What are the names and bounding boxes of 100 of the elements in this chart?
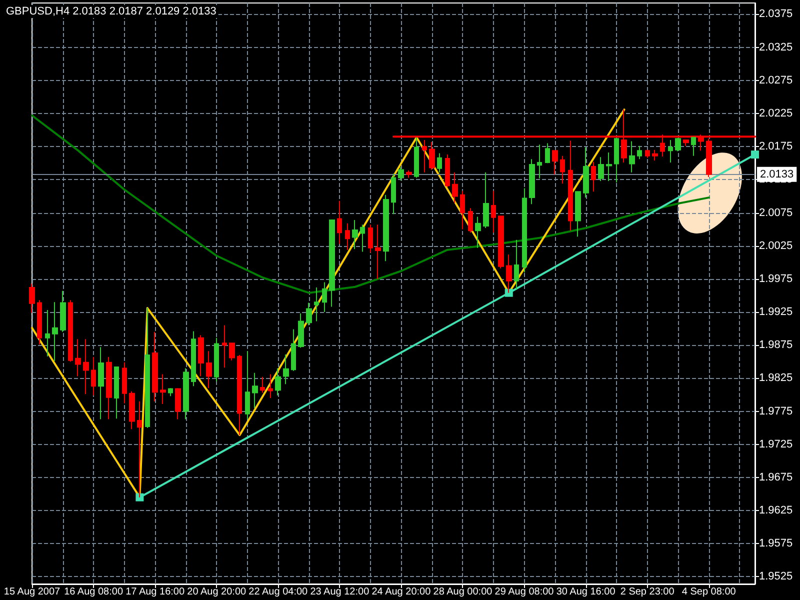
point bbox=[751, 150, 759, 159]
candlestick bbox=[537, 144, 542, 179]
y-tick-label: 2.0375 bbox=[759, 8, 793, 20]
candlestick bbox=[675, 137, 681, 152]
x-tick-label: 24 Aug 20:00 bbox=[372, 586, 432, 598]
candlestick bbox=[375, 224, 381, 280]
candlestick bbox=[575, 191, 581, 238]
candlestick bbox=[268, 374, 273, 399]
candlestick bbox=[598, 156, 604, 182]
candlestick bbox=[522, 188, 527, 273]
candlestick bbox=[145, 308, 150, 428]
candlestick bbox=[514, 239, 519, 290]
y-tick-label: 2.0175 bbox=[759, 140, 793, 153]
y-tick-label: 1.9675 bbox=[759, 471, 793, 484]
x-tick-label: 29 Aug 08:00 bbox=[494, 586, 554, 598]
x-tick-label: 17 Aug 16:00 bbox=[126, 586, 185, 598]
candlestick bbox=[245, 350, 250, 420]
candlestick bbox=[252, 372, 258, 408]
candlestick bbox=[83, 338, 89, 395]
y-tick-label: 1.9875 bbox=[759, 339, 793, 352]
candlestick bbox=[606, 152, 612, 182]
candlestick bbox=[198, 334, 204, 377]
candlestick bbox=[337, 200, 342, 244]
candlestick bbox=[191, 330, 196, 387]
y-tick-label: 1.9925 bbox=[759, 306, 793, 318]
candlestick bbox=[329, 220, 335, 308]
line-series bbox=[31, 114, 710, 294]
candlestick bbox=[345, 222, 350, 250]
candlestick bbox=[545, 142, 550, 164]
candlestick bbox=[429, 141, 435, 170]
candlestick bbox=[529, 158, 535, 205]
candlestick bbox=[491, 190, 496, 234]
x-tick-label: 20 Aug 20:00 bbox=[187, 586, 247, 598]
candlestick bbox=[129, 390, 135, 430]
x-tick-label: 23 Aug 12:00 bbox=[310, 586, 370, 598]
candlestick bbox=[368, 224, 373, 253]
candlestick bbox=[360, 224, 365, 252]
candlestick bbox=[552, 150, 558, 175]
candlestick bbox=[322, 282, 327, 313]
y-tick-label: 1.9775 bbox=[759, 405, 793, 418]
candlestick bbox=[568, 140, 573, 232]
x-tick-label: 4 Sep 08:00 bbox=[682, 586, 736, 598]
candlestick bbox=[652, 149, 658, 161]
y-tick-label: 2.0225 bbox=[759, 108, 793, 120]
y-tick-label: 2.0325 bbox=[759, 41, 793, 54]
y-tick-label: 1.9625 bbox=[759, 504, 793, 517]
candlestick bbox=[498, 216, 504, 269]
y-tick-label: 1.9825 bbox=[759, 372, 793, 384]
candlestick bbox=[175, 388, 181, 420]
candlestick bbox=[468, 208, 473, 234]
candlestick bbox=[260, 376, 265, 394]
candlestick bbox=[283, 354, 289, 385]
candlestick bbox=[483, 172, 489, 228]
candlestick bbox=[398, 166, 404, 181]
y-tick-label: 2.0275 bbox=[759, 74, 793, 86]
x-tick-label: 30 Aug 16:00 bbox=[556, 586, 616, 598]
candlestick bbox=[352, 220, 358, 250]
candlestick bbox=[45, 310, 50, 357]
candlestick bbox=[122, 362, 127, 404]
candlestick bbox=[383, 194, 389, 262]
candlestick bbox=[614, 138, 619, 183]
candlestick bbox=[237, 354, 242, 436]
ref-line-label: 2.0133 bbox=[760, 168, 794, 180]
candlestick bbox=[452, 172, 458, 204]
x-tick-label: 28 Aug 00:00 bbox=[433, 586, 493, 598]
candlestick bbox=[114, 366, 119, 420]
candlestick bbox=[422, 139, 427, 173]
candlestick bbox=[591, 161, 596, 192]
candlestick bbox=[37, 300, 42, 345]
chart-title: GBPUSD,H4 2.0183 2.0187 2.0129 2.0133 bbox=[6, 6, 216, 18]
x-tick-label: 22 Aug 04:00 bbox=[248, 586, 308, 598]
candlestick bbox=[645, 149, 650, 158]
candlestick bbox=[637, 145, 642, 160]
candlestick bbox=[406, 170, 412, 178]
x-tick-label: 16 Aug 08:00 bbox=[64, 586, 124, 598]
candlestick bbox=[414, 136, 419, 178]
candlestick bbox=[152, 331, 158, 402]
point bbox=[136, 493, 144, 502]
candlestick bbox=[229, 342, 235, 361]
candlestick bbox=[98, 346, 104, 420]
y-tick-label: 1.9525 bbox=[759, 570, 793, 583]
candlestick bbox=[460, 190, 465, 230]
candlestick bbox=[683, 139, 689, 146]
candlestick bbox=[60, 290, 66, 332]
candlestick bbox=[168, 388, 173, 397]
y-tick-label: 2.0075 bbox=[759, 206, 793, 219]
candlestick bbox=[91, 356, 96, 396]
candlestick bbox=[291, 328, 296, 372]
x-tick-label: 2 Sep 23:00 bbox=[620, 586, 675, 598]
candlestick bbox=[560, 155, 565, 184]
candlestick bbox=[160, 374, 166, 405]
x-tick-label: 15 Aug 2007 bbox=[4, 586, 61, 598]
candlestick bbox=[306, 302, 312, 326]
point bbox=[504, 288, 513, 297]
candlestick bbox=[314, 287, 319, 322]
candlestick bbox=[629, 140, 635, 173]
candlestick bbox=[68, 300, 73, 362]
candlestick bbox=[475, 216, 481, 248]
candlestick bbox=[445, 154, 450, 188]
candlestick bbox=[75, 338, 81, 377]
